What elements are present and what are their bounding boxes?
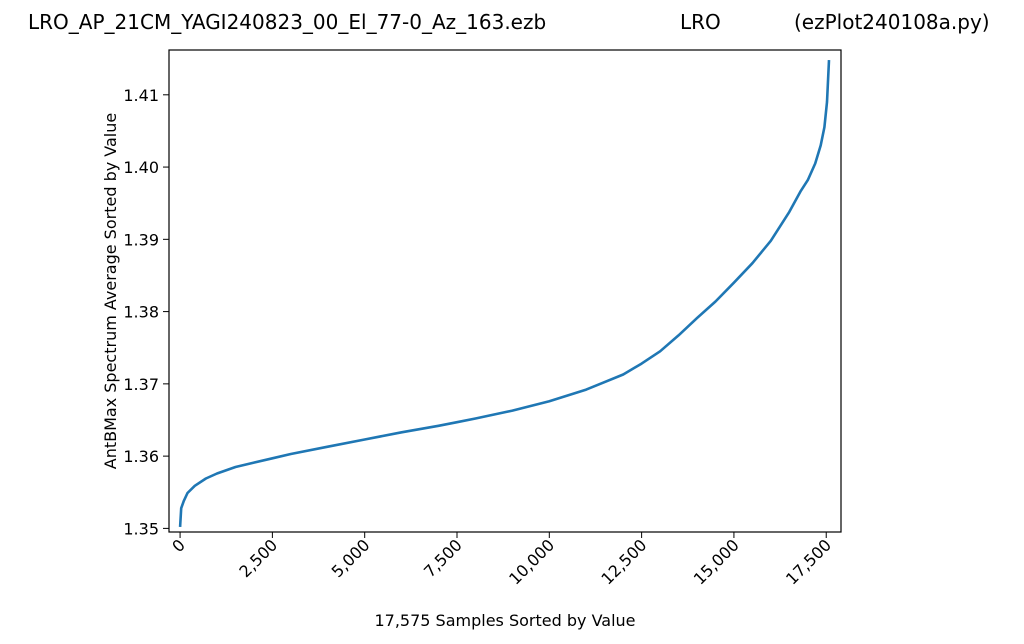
figure-title-site: LRO [680,10,721,34]
x-tick-label: 7,500 [420,535,466,581]
x-tick-label: 2,500 [235,535,281,581]
figure-title-program: (ezPlot240108a.py) [794,10,990,34]
figure-title-filename: LRO_AP_21CM_YAGI240823_00_El_77-0_Az_163… [28,10,547,34]
x-tick-label: 17,500 [782,535,835,588]
y-tick-label: 1.35 [123,519,159,538]
x-axis-label: 17,575 Samples Sorted by Value [374,611,635,630]
y-tick-label: 1.37 [123,375,159,394]
x-tick-label: 0 [168,535,189,556]
y-axis: 1.35 1.36 1.37 1.38 1.39 1.40 1.41 [123,86,169,538]
plot-frame [168,49,842,533]
y-tick-label: 1.39 [123,230,159,249]
y-tick-label: 1.41 [123,86,159,105]
y-tick-label: 1.40 [123,158,159,177]
y-tick-label: 1.38 [123,303,159,322]
x-tick-label: 15,000 [690,535,743,588]
x-tick-label: 5,000 [328,535,374,581]
figure-title-bar: LRO_AP_21CM_YAGI240823_00_El_77-0_Az_163… [0,0,1024,40]
y-axis-label: AntBMax Spectrum Average Sorted by Value [101,113,120,469]
x-tick-label: 12,500 [597,535,650,588]
series-line [178,60,831,527]
x-axis: 0 2,500 5,000 7,500 10,000 12,500 15,000 17,500 [168,532,835,588]
x-tick-label: 10,000 [505,535,558,588]
y-tick-label: 1.36 [123,447,159,466]
plot-area [168,49,842,533]
